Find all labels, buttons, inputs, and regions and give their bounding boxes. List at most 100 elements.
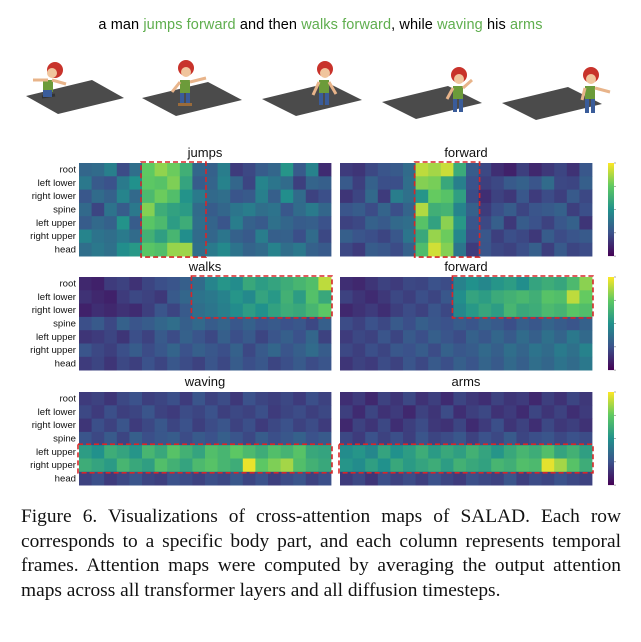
heatmap-cell bbox=[230, 290, 244, 304]
heatmap-cell bbox=[491, 163, 505, 177]
heatmap-cell bbox=[440, 202, 454, 217]
heatmap-cell bbox=[352, 229, 366, 244]
heatmap-cell bbox=[478, 330, 492, 344]
heatmap-cell bbox=[268, 471, 281, 486]
heatmap-cell bbox=[478, 431, 492, 446]
heatmap-cell bbox=[142, 229, 155, 244]
heatmap-cell bbox=[255, 216, 269, 230]
heatmap-cell bbox=[415, 316, 429, 331]
heatmap-cell bbox=[79, 242, 92, 257]
heatmap-cell bbox=[566, 431, 580, 446]
heatmap-cell bbox=[104, 445, 118, 459]
heatmap-cell bbox=[305, 431, 319, 446]
heatmap-cell bbox=[428, 431, 442, 446]
heatmap-cell bbox=[79, 176, 92, 190]
heatmap-cell bbox=[305, 277, 319, 291]
heatmap-cell bbox=[403, 176, 416, 190]
heatmap-cell bbox=[142, 458, 155, 473]
heatmap-cell bbox=[154, 445, 168, 459]
heatmap-cell bbox=[230, 458, 244, 473]
heatmap-cell bbox=[503, 458, 517, 473]
heatmap-cell bbox=[142, 163, 155, 177]
heatmap-cell bbox=[503, 229, 517, 244]
heatmap-cell bbox=[390, 189, 404, 204]
heatmap-cell bbox=[129, 277, 143, 291]
heatmap-cell bbox=[403, 163, 416, 177]
row-label: left upper bbox=[36, 447, 77, 458]
heatmap-cell bbox=[491, 290, 505, 304]
heatmap-cell bbox=[541, 163, 555, 177]
heatmap-cell bbox=[516, 189, 530, 204]
heatmap-cell bbox=[280, 471, 294, 486]
heatmap-cell bbox=[230, 471, 244, 486]
heatmap-cell bbox=[217, 392, 231, 406]
heatmap-cell bbox=[428, 356, 442, 371]
heatmap-cell bbox=[205, 316, 218, 331]
figure-canvas: jumps root left lower right lower spine left … bbox=[26, 60, 616, 486]
heatmap-cell bbox=[390, 445, 404, 459]
heatmap-cell bbox=[154, 471, 168, 486]
heatmap-cell bbox=[280, 277, 294, 291]
heatmap-cell bbox=[129, 445, 143, 459]
heatmap-cell bbox=[529, 216, 542, 230]
heatmap-cell bbox=[116, 163, 130, 177]
heatmap-cell bbox=[255, 242, 269, 257]
heatmap-cell bbox=[554, 458, 568, 473]
heatmap-cell bbox=[541, 277, 555, 291]
heatmap-cell bbox=[318, 216, 332, 230]
heatmap-cell bbox=[566, 242, 580, 257]
heatmap-cell bbox=[104, 431, 118, 446]
heatmap-cell bbox=[242, 471, 256, 486]
heatmap-cell bbox=[390, 216, 404, 230]
heatmap-cell bbox=[255, 431, 269, 446]
heatmap-cell bbox=[305, 202, 319, 217]
heatmap-cell bbox=[579, 216, 593, 230]
heatmap-cell bbox=[466, 445, 479, 459]
heatmap-cell bbox=[478, 471, 492, 486]
heatmap-cell bbox=[318, 418, 332, 433]
heatmap-cell bbox=[377, 242, 391, 257]
heatmap-cell bbox=[318, 290, 332, 304]
heatmap-cell bbox=[230, 277, 244, 291]
heatmap-cell bbox=[415, 229, 429, 244]
heatmap-cell bbox=[104, 405, 118, 419]
heatmap-cell bbox=[293, 202, 307, 217]
heatmap-cell bbox=[516, 418, 530, 433]
heatmap-cell bbox=[403, 277, 416, 291]
heatmap-cell bbox=[478, 392, 492, 406]
heatmap-cell bbox=[491, 176, 505, 190]
heatmap-cell bbox=[217, 330, 231, 344]
heatmap-cell bbox=[280, 445, 294, 459]
heatmap-cell bbox=[541, 316, 555, 331]
heatmap-cell bbox=[516, 176, 530, 190]
heatmap-cell bbox=[403, 189, 416, 204]
heatmap-cell bbox=[305, 405, 319, 419]
prompt-keyword: walks forward bbox=[301, 17, 392, 33]
heatmap-cell bbox=[466, 431, 479, 446]
heatmap-cell bbox=[142, 216, 155, 230]
heatmap-cell bbox=[541, 176, 555, 190]
heatmap-cell bbox=[79, 445, 92, 459]
heatmap-cell bbox=[192, 189, 206, 204]
heatmap-cell bbox=[217, 176, 231, 190]
heatmap-cell bbox=[579, 176, 593, 190]
heatmap-cell bbox=[554, 356, 568, 371]
heatmap-cell bbox=[129, 163, 143, 177]
heatmap-cell bbox=[179, 216, 193, 230]
heatmap-cell bbox=[554, 405, 568, 419]
heatmap-cell bbox=[205, 303, 218, 318]
heatmap-cell bbox=[377, 405, 391, 419]
heatmap-cell bbox=[192, 431, 206, 446]
heatmap-cell bbox=[217, 202, 231, 217]
heatmap-cell bbox=[192, 277, 206, 291]
heatmap-cell bbox=[491, 356, 505, 371]
heatmap-cell bbox=[579, 242, 593, 257]
heatmap-cell bbox=[293, 418, 307, 433]
heatmap-cell bbox=[116, 277, 130, 291]
heatmap-cell bbox=[217, 343, 231, 358]
heatmap-cell bbox=[179, 316, 193, 331]
heatmap-cell bbox=[491, 229, 505, 244]
colorbar bbox=[608, 392, 614, 486]
heatmap-cell bbox=[268, 431, 281, 446]
heatmap-cell bbox=[217, 458, 231, 473]
